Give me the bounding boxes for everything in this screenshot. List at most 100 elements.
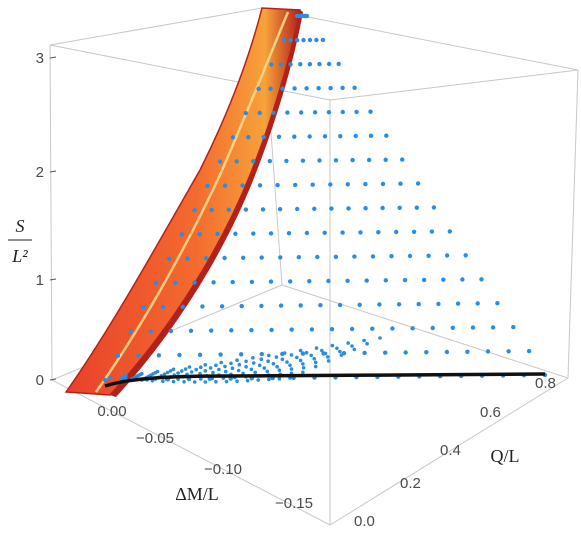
data-point — [124, 374, 128, 378]
data-point — [203, 380, 208, 384]
data-point — [368, 109, 373, 114]
data-point — [421, 277, 427, 283]
data-point — [465, 349, 470, 354]
y-tick-label: 0.8 — [535, 375, 556, 392]
data-point — [314, 37, 319, 43]
y-tick-label: 0.6 — [480, 404, 501, 421]
data-point — [363, 206, 368, 211]
data-point — [429, 229, 435, 234]
data-point — [203, 256, 209, 261]
data-point — [479, 277, 484, 282]
data-point — [398, 181, 403, 186]
data-point — [340, 230, 345, 235]
data-point — [495, 301, 500, 306]
data-point — [260, 207, 266, 212]
data-point — [339, 353, 344, 357]
data-point — [346, 206, 351, 211]
data-point — [335, 346, 339, 351]
data-point — [268, 279, 274, 284]
data-point — [326, 61, 332, 67]
data-point — [313, 360, 318, 365]
data-point — [271, 110, 276, 116]
data-point — [215, 231, 220, 237]
data-point — [312, 110, 318, 115]
data-point — [407, 253, 413, 259]
x-axis: 0.00 −0.05 −0.10 −0.15 ΔM/L — [97, 403, 313, 512]
data-point — [304, 13, 310, 19]
data-point — [239, 352, 244, 357]
data-point — [301, 370, 305, 375]
data-point — [267, 158, 272, 164]
data-point — [298, 61, 303, 67]
data-point — [194, 367, 198, 372]
data-point — [447, 229, 452, 234]
data-point — [154, 280, 159, 286]
data-point — [161, 379, 165, 384]
boundary-curve — [104, 372, 546, 388]
z-tick-labels: 0 1 2 3 — [36, 50, 57, 389]
data-point — [460, 277, 465, 282]
data-point — [322, 134, 328, 139]
data-point — [328, 182, 333, 187]
data-point — [259, 303, 264, 309]
data-point — [301, 362, 305, 366]
data-point — [187, 365, 192, 369]
data-point — [352, 254, 357, 259]
data-point — [271, 361, 276, 366]
data-point — [436, 301, 441, 307]
data-point — [403, 350, 408, 355]
data-point — [259, 357, 264, 362]
data-point — [226, 207, 231, 212]
data-point — [463, 253, 468, 258]
data-point — [320, 348, 324, 353]
data-point — [244, 365, 248, 369]
data-point — [455, 301, 461, 306]
data-point — [411, 229, 417, 234]
data-point — [223, 364, 227, 369]
data-point — [293, 182, 298, 188]
data-point — [329, 327, 335, 332]
data-point — [251, 356, 255, 360]
data-point — [285, 110, 290, 115]
data-point — [394, 229, 399, 235]
data-point — [354, 109, 359, 115]
data-point — [102, 377, 108, 383]
data-point — [444, 349, 450, 355]
data-point — [288, 279, 293, 284]
data-point — [274, 355, 279, 359]
data-point — [148, 329, 153, 334]
data-point — [333, 254, 339, 259]
data-point — [295, 206, 300, 212]
data-point — [470, 325, 476, 330]
data-point — [316, 86, 321, 91]
data-point — [377, 302, 382, 307]
data-point — [173, 280, 178, 285]
data-point — [364, 278, 369, 283]
data-point — [241, 255, 246, 260]
data-point — [333, 158, 339, 163]
data-point — [444, 253, 450, 258]
z-axis-label: S L² — [8, 216, 32, 266]
data-point — [268, 86, 273, 91]
data-point — [208, 366, 213, 370]
data-point — [292, 134, 297, 139]
y-tick-label: 0.4 — [440, 442, 461, 459]
data-point — [230, 279, 235, 285]
y-tick-labels: 0.0 0.2 0.4 0.6 0.8 — [354, 375, 556, 530]
data-point — [203, 369, 208, 373]
data-point — [338, 349, 342, 354]
data-point — [218, 159, 223, 164]
data-point — [378, 336, 382, 340]
data-point — [246, 135, 251, 140]
data-point — [166, 256, 172, 261]
data-point — [338, 134, 343, 139]
data-point — [162, 372, 167, 377]
data-point — [160, 304, 166, 310]
data-point — [251, 231, 256, 236]
data-point — [312, 206, 317, 211]
x-tick-label: −0.10 — [204, 461, 242, 478]
data-point — [328, 85, 333, 91]
data-point — [230, 135, 236, 140]
data-point — [365, 341, 369, 346]
data-point — [363, 181, 368, 187]
